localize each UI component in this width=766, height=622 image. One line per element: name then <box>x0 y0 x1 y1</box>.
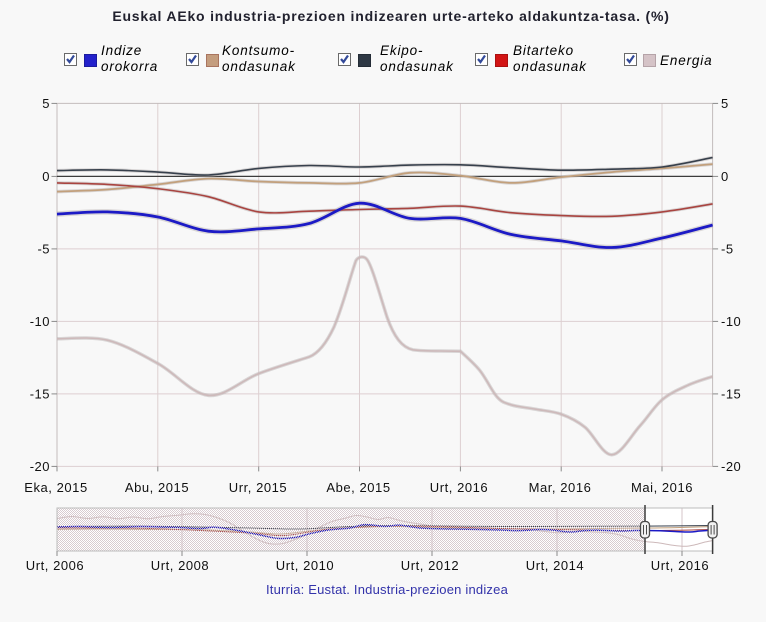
svg-text:Urr, 2015: Urr, 2015 <box>229 480 287 495</box>
svg-text:Eka, 2015: Eka, 2015 <box>24 480 88 495</box>
svg-text:-15: -15 <box>721 387 741 402</box>
svg-text:Urt, 2006: Urt, 2006 <box>26 558 84 573</box>
svg-text:-15: -15 <box>30 387 50 402</box>
svg-text:0: 0 <box>42 169 50 184</box>
svg-text:Urt, 2008: Urt, 2008 <box>151 558 209 573</box>
svg-text:Urt, 2014: Urt, 2014 <box>526 558 584 573</box>
svg-text:Urt, 2012: Urt, 2012 <box>401 558 459 573</box>
svg-text:Abe, 2015: Abe, 2015 <box>326 480 390 495</box>
svg-text:-5: -5 <box>721 242 734 257</box>
svg-text:-10: -10 <box>30 314 50 329</box>
svg-text:Mai, 2016: Mai, 2016 <box>631 480 693 495</box>
svg-text:Urt, 2016: Urt, 2016 <box>430 480 488 495</box>
svg-text:-10: -10 <box>721 314 741 329</box>
svg-text:5: 5 <box>721 96 729 111</box>
svg-text:0: 0 <box>721 169 729 184</box>
svg-text:5: 5 <box>42 96 50 111</box>
svg-text:-20: -20 <box>30 459 50 474</box>
svg-text:Urt, 2016: Urt, 2016 <box>651 558 709 573</box>
svg-text:Abu, 2015: Abu, 2015 <box>125 480 189 495</box>
svg-text:Urt, 2010: Urt, 2010 <box>276 558 334 573</box>
svg-text:-5: -5 <box>37 242 50 257</box>
svg-text:Mar, 2016: Mar, 2016 <box>529 480 592 495</box>
svg-text:-20: -20 <box>721 459 741 474</box>
